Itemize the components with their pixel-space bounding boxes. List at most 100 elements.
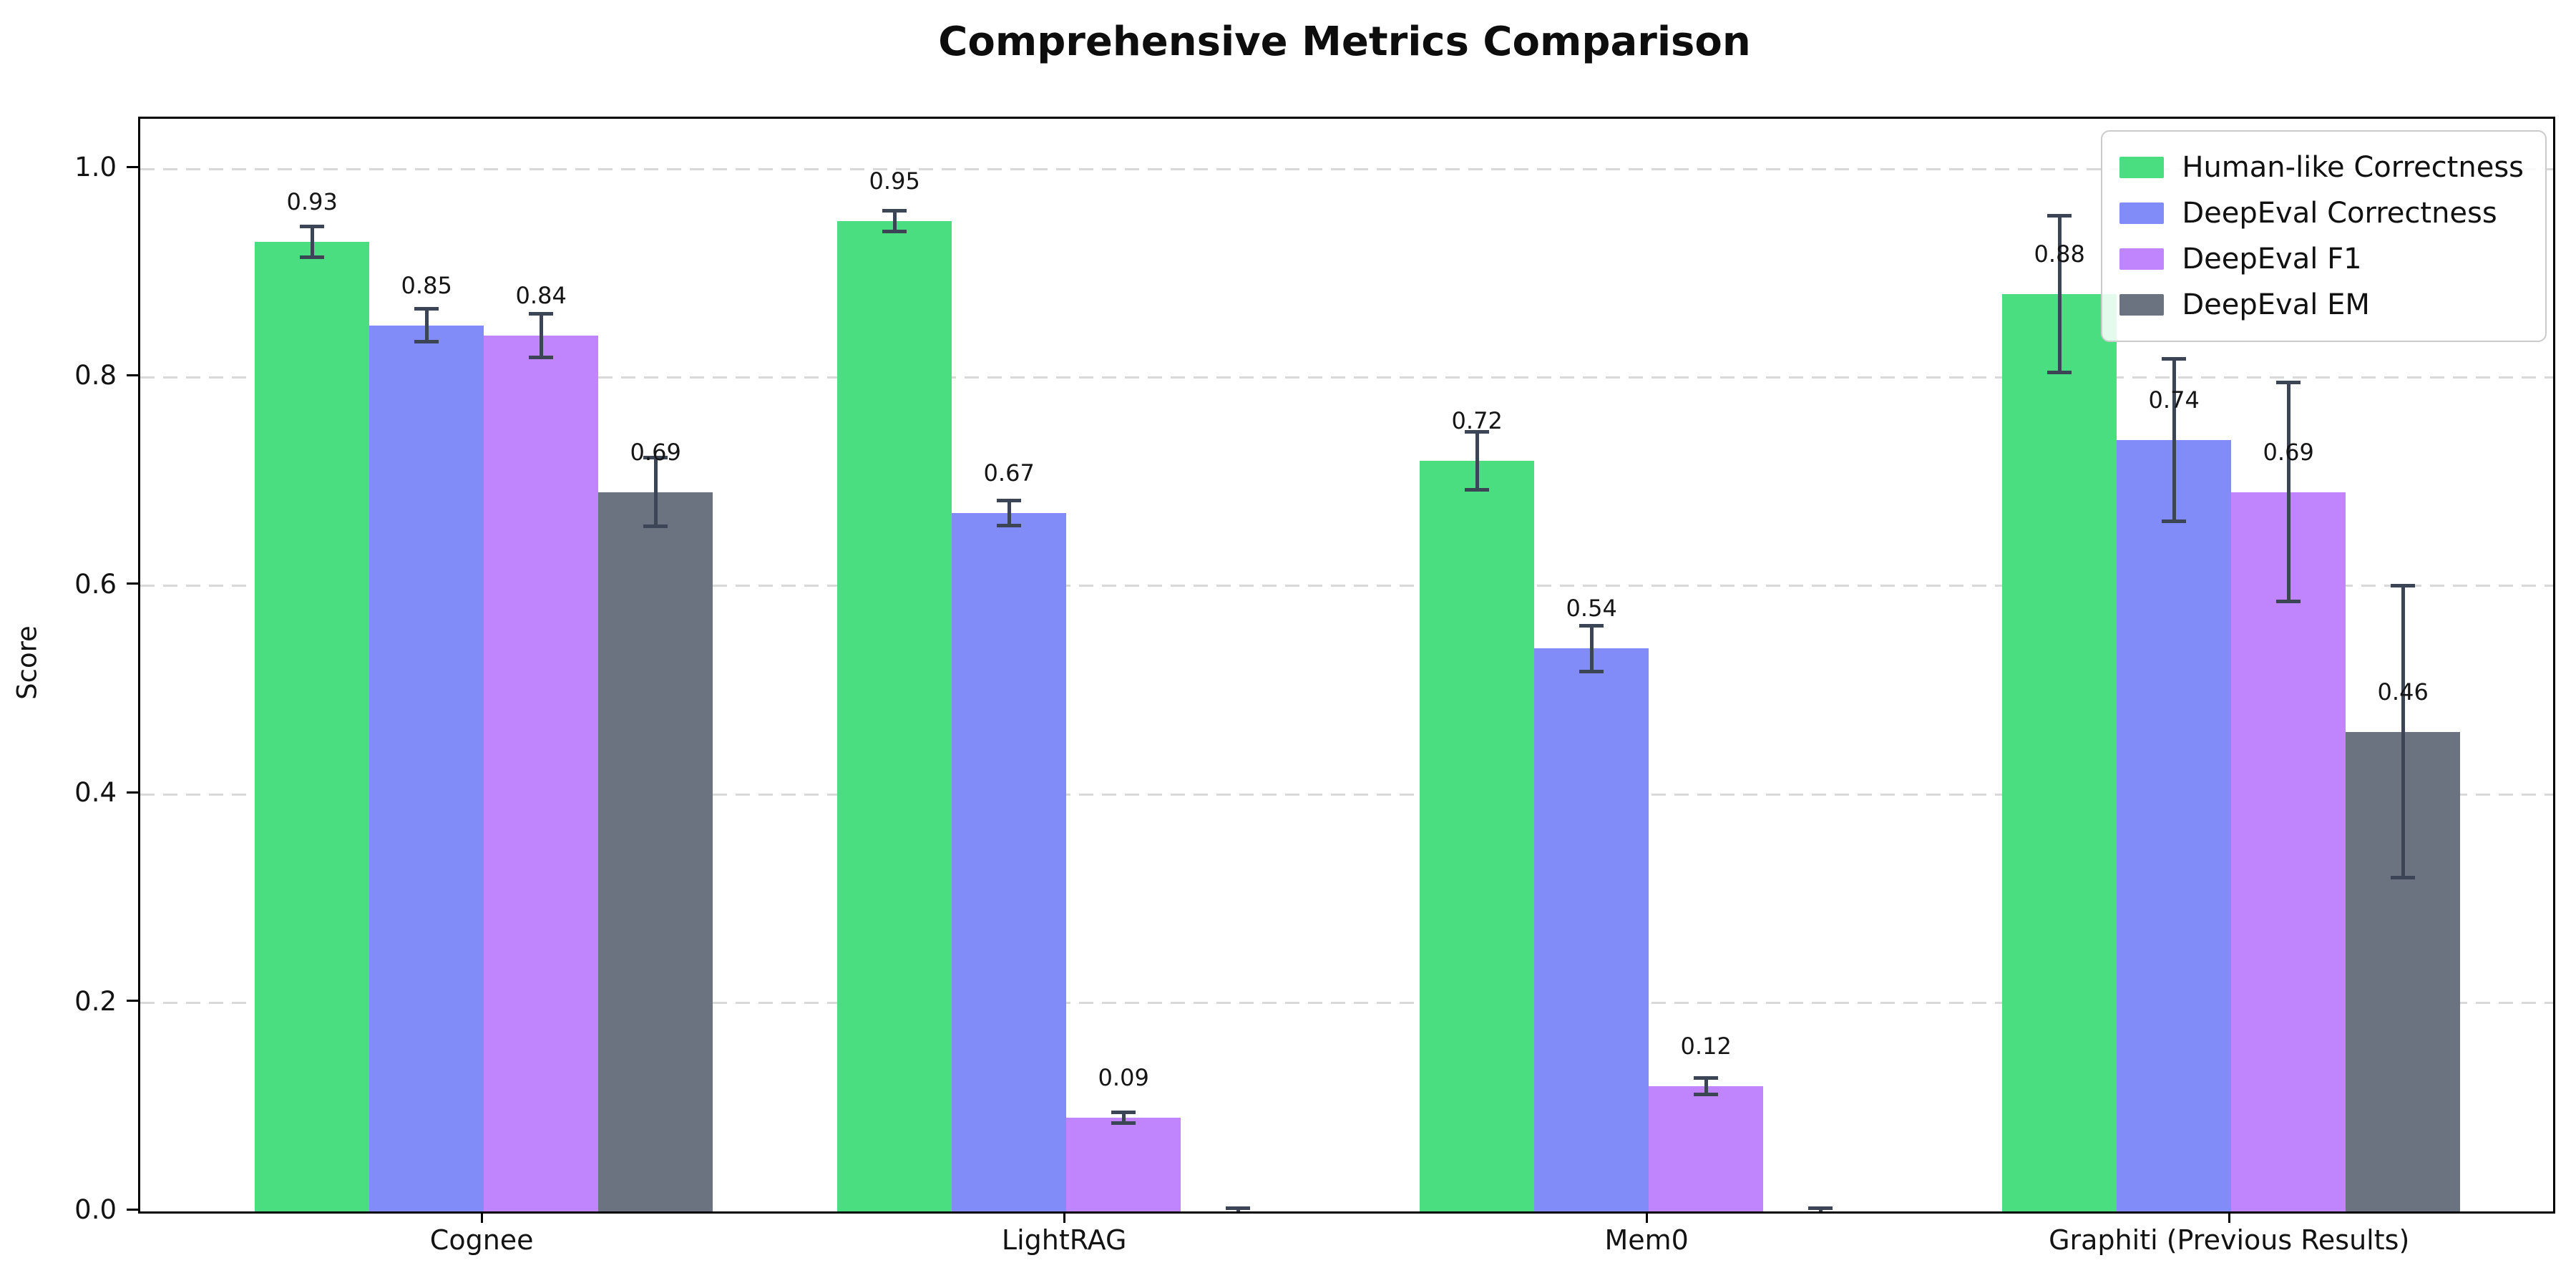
y-tick-mark bbox=[127, 582, 138, 585]
error-bar bbox=[539, 313, 543, 358]
error-bar bbox=[2401, 585, 2405, 878]
error-bar-cap bbox=[2047, 214, 2072, 218]
error-bar bbox=[1121, 1112, 1126, 1123]
bar-value-label: 0.46 bbox=[2377, 678, 2429, 706]
legend-swatch bbox=[2119, 294, 2165, 316]
bar bbox=[2117, 439, 2232, 1211]
y-tick-mark bbox=[127, 1000, 138, 1002]
legend-item: DeepEval F1 bbox=[2119, 236, 2524, 282]
bar bbox=[484, 336, 599, 1211]
error-bar-cap bbox=[1579, 669, 1604, 673]
y-tick-label: 0.2 bbox=[74, 985, 117, 1017]
plot-area: 0.93 0.85 0.84 0.69 0.95 0.67 0.09 0.72 0.54 0.12… bbox=[138, 117, 2555, 1214]
error-bar bbox=[424, 308, 429, 342]
error-bar-cap bbox=[882, 229, 907, 233]
error-bar-cap bbox=[643, 456, 668, 460]
legend-swatch bbox=[2119, 248, 2165, 270]
error-bar-cap bbox=[643, 525, 668, 529]
bar bbox=[1649, 1086, 1764, 1211]
y-tick-mark bbox=[127, 791, 138, 794]
error-bar bbox=[1475, 431, 1479, 490]
legend-label: DeepEval F1 bbox=[2182, 243, 2362, 275]
error-bar-cap bbox=[1694, 1076, 1719, 1080]
error-bar-cap bbox=[2047, 370, 2072, 374]
y-tick-mark bbox=[127, 374, 138, 376]
x-tick-label: Graphiti (Previous Results) bbox=[2049, 1224, 2410, 1256]
error-bar-cap bbox=[1111, 1121, 1136, 1125]
y-axis-label: Score bbox=[11, 625, 43, 700]
bar bbox=[1420, 460, 1535, 1211]
error-bar bbox=[2286, 382, 2290, 602]
error-bar-cap bbox=[2391, 584, 2416, 588]
error-bar-cap bbox=[529, 312, 554, 316]
error-bar-cap bbox=[414, 340, 439, 344]
error-bar-cap bbox=[1808, 1213, 1833, 1214]
gridline bbox=[140, 167, 2553, 170]
x-tick-label: Cognee bbox=[429, 1224, 534, 1256]
error-bar-cap bbox=[529, 356, 554, 360]
bar-value-label: 0.09 bbox=[1098, 1063, 1149, 1091]
error-bar-cap bbox=[1226, 1206, 1251, 1211]
legend-item: DeepEval EM bbox=[2119, 282, 2524, 328]
bar-value-label: 0.67 bbox=[983, 459, 1035, 487]
bar-value-label: 0.54 bbox=[1566, 595, 1617, 623]
bar bbox=[1534, 648, 1649, 1211]
gridline bbox=[140, 793, 2553, 796]
gridline bbox=[140, 376, 2553, 379]
legend-label: DeepEval Correctness bbox=[2182, 197, 2497, 230]
error-bar-cap bbox=[2391, 876, 2416, 880]
bar bbox=[369, 325, 484, 1211]
y-tick-label: 1.0 bbox=[74, 152, 117, 182]
error-bar bbox=[1704, 1078, 1708, 1095]
x-tick-label: Mem0 bbox=[1604, 1224, 1689, 1256]
error-bar-cap bbox=[882, 208, 907, 213]
error-bar-cap bbox=[1579, 623, 1604, 628]
x-tick-mark bbox=[1645, 1211, 1648, 1223]
bar-value-label: 0.74 bbox=[2148, 386, 2200, 414]
y-tick-label: 0.8 bbox=[74, 360, 117, 391]
legend-swatch bbox=[2119, 203, 2165, 224]
bar-value-label: 0.88 bbox=[2034, 240, 2085, 268]
bar-value-label: 0.84 bbox=[515, 282, 567, 310]
error-bar-cap bbox=[1808, 1206, 1833, 1211]
bar bbox=[952, 512, 1067, 1211]
x-tick-label: LightRAG bbox=[1001, 1224, 1127, 1256]
bar bbox=[2231, 492, 2346, 1211]
bar-value-label: 0.12 bbox=[1680, 1033, 1732, 1060]
error-bar-cap bbox=[2276, 600, 2301, 604]
error-bar-cap bbox=[1111, 1111, 1136, 1115]
error-bar-cap bbox=[414, 306, 439, 311]
error-bar-cap bbox=[1465, 429, 1490, 434]
error-bar bbox=[2057, 215, 2062, 373]
bar bbox=[837, 220, 952, 1211]
error-bar-cap bbox=[300, 255, 325, 260]
x-tick-mark bbox=[1063, 1211, 1065, 1223]
legend-label: Human-like Correctness bbox=[2182, 151, 2524, 184]
gridline bbox=[140, 585, 2553, 587]
y-tick-mark bbox=[127, 165, 138, 168]
bar bbox=[1066, 1117, 1181, 1211]
legend-item: Human-like Correctness bbox=[2119, 145, 2524, 190]
bar-value-label: 0.95 bbox=[869, 167, 920, 195]
bar-value-label: 0.72 bbox=[1451, 406, 1503, 434]
error-bar bbox=[1589, 625, 1594, 672]
error-bar-cap bbox=[1465, 488, 1490, 492]
error-bar-cap bbox=[1226, 1213, 1250, 1214]
error-bar-cap bbox=[300, 224, 325, 228]
x-tick-mark bbox=[2228, 1211, 2230, 1223]
bar bbox=[255, 241, 370, 1211]
error-bar bbox=[1007, 500, 1011, 526]
gridline bbox=[140, 1002, 2553, 1005]
error-bar-cap bbox=[997, 498, 1022, 502]
legend-swatch bbox=[2119, 157, 2165, 178]
y-tick-label: 0.6 bbox=[74, 568, 117, 600]
legend-label: DeepEval EM bbox=[2182, 288, 2370, 321]
error-bar bbox=[892, 210, 897, 232]
legend-item: DeepEval Correctness bbox=[2119, 190, 2524, 236]
error-bar-cap bbox=[2162, 356, 2187, 361]
bar bbox=[598, 492, 713, 1211]
x-tick-mark bbox=[480, 1211, 483, 1223]
chart-title: Comprehensive Metrics Comparison bbox=[938, 19, 1751, 65]
y-tick-label: 0.4 bbox=[74, 777, 117, 809]
error-bar bbox=[2172, 358, 2176, 522]
